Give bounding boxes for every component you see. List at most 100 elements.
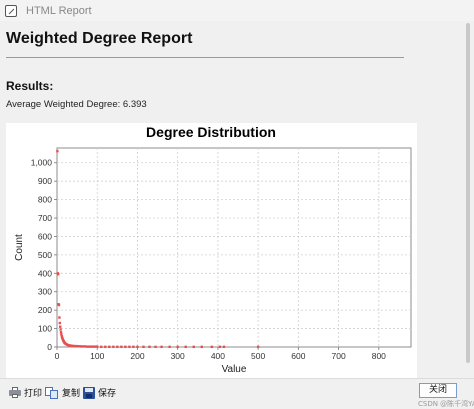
average-value: 6.393 xyxy=(122,99,147,110)
data-point xyxy=(67,344,71,347)
data-point xyxy=(87,345,91,348)
y-tick-label: 1,000 xyxy=(31,158,53,168)
y-tick-label: 500 xyxy=(38,250,52,260)
x-tick-label: 200 xyxy=(130,351,144,361)
data-point xyxy=(116,345,119,349)
data-point xyxy=(104,345,107,349)
chart-svg: Degree Distribution 0 100 200 300 400 500 600 7… xyxy=(14,124,412,375)
copy-button[interactable]: 复制 xyxy=(45,386,80,399)
plot-area xyxy=(56,147,412,348)
close-button[interactable]: 关闭 xyxy=(419,383,457,398)
data-point xyxy=(112,345,115,349)
data-point xyxy=(56,149,59,153)
data-point xyxy=(79,345,83,348)
y-tick-label: 400 xyxy=(38,268,52,278)
data-point xyxy=(59,328,62,331)
window-title: HTML Report xyxy=(26,4,92,17)
app-icon xyxy=(5,4,17,17)
data-point xyxy=(70,344,73,347)
data-point xyxy=(78,345,81,348)
data-point xyxy=(60,333,63,336)
x-axis-ticks: 0 100 200 300 400 500 600 700 800 xyxy=(55,347,386,361)
x-axis-label: Value xyxy=(222,364,247,375)
data-points xyxy=(56,149,260,349)
data-point xyxy=(200,345,204,349)
data-point xyxy=(85,345,89,348)
bottom-toolbar: 打印 复制 保存 关闭 CSDN @陈千湾YAN xyxy=(0,378,474,409)
data-point xyxy=(59,331,63,334)
data-point xyxy=(210,345,214,349)
report-content[interactable]: Weighted Degree Report Results: Average … xyxy=(0,21,474,378)
data-point xyxy=(58,321,62,325)
y-tick-label: 700 xyxy=(38,213,52,223)
y-axis-ticks: 0 100 200 300 400 500 600 700 800 900 1,000 xyxy=(31,158,57,352)
vertical-scrollbar[interactable] xyxy=(464,23,472,376)
data-point xyxy=(83,345,87,348)
x-tick-label: 400 xyxy=(211,351,225,361)
data-point xyxy=(128,345,131,349)
print-label: 打印 xyxy=(24,388,43,398)
title-divider xyxy=(6,57,404,58)
degree-distribution-chart: Degree Distribution 0 100 200 300 400 500 600 7… xyxy=(6,123,417,378)
watermark-text: CSDN @陈千湾YAN xyxy=(418,400,474,408)
data-point xyxy=(58,316,61,319)
copy-icon xyxy=(45,386,59,399)
print-button[interactable]: 打印 xyxy=(9,386,42,399)
data-point xyxy=(256,345,260,349)
data-point xyxy=(71,344,75,348)
grid-lines xyxy=(57,148,411,347)
data-point xyxy=(148,345,151,349)
data-point xyxy=(184,345,187,349)
data-point xyxy=(76,345,80,348)
x-tick-label: 600 xyxy=(291,351,305,361)
y-tick-label: 300 xyxy=(38,287,52,297)
data-point xyxy=(57,303,61,307)
y-tick-label: 900 xyxy=(38,176,52,186)
data-point xyxy=(160,345,163,349)
y-tick-label: 100 xyxy=(38,324,52,334)
average-label: Average Weighted Degree: xyxy=(6,99,121,110)
data-point xyxy=(81,345,85,348)
x-tick-label: 700 xyxy=(331,351,345,361)
y-tick-label: 600 xyxy=(38,231,52,241)
data-point xyxy=(136,345,139,349)
scrollbar-thumb[interactable] xyxy=(466,23,470,363)
data-point xyxy=(89,345,93,348)
data-point xyxy=(154,345,157,349)
average-weighted-degree: Average Weighted Degree: 6.393 xyxy=(6,99,147,110)
y-tick-label: 200 xyxy=(38,305,52,315)
data-point xyxy=(96,345,99,348)
x-tick-label: 800 xyxy=(372,351,386,361)
data-point xyxy=(59,325,62,328)
data-point xyxy=(57,273,60,276)
copy-label: 复制 xyxy=(62,388,81,398)
data-point xyxy=(192,345,195,349)
save-label: 保存 xyxy=(98,388,117,398)
data-point xyxy=(60,335,64,338)
y-tick-label: 800 xyxy=(38,195,52,205)
data-point xyxy=(142,345,145,349)
floppy-disk-icon xyxy=(83,386,95,399)
x-tick-label: 300 xyxy=(171,351,185,361)
data-point xyxy=(100,345,103,349)
save-button[interactable]: 保存 xyxy=(83,386,116,399)
y-tick-label: 0 xyxy=(47,342,52,352)
x-tick-label: 500 xyxy=(251,351,265,361)
data-point xyxy=(176,345,179,349)
data-point xyxy=(94,345,97,348)
data-point xyxy=(92,345,95,348)
data-point xyxy=(75,344,78,348)
results-label: Results: xyxy=(6,79,54,93)
data-point xyxy=(73,344,76,348)
data-point xyxy=(124,345,127,349)
data-point xyxy=(168,345,171,349)
y-axis-label: Count xyxy=(14,234,25,261)
title-bar: HTML Report xyxy=(0,0,474,21)
chart-title: Degree Distribution xyxy=(146,124,276,140)
data-point xyxy=(218,345,222,349)
data-point xyxy=(222,345,226,349)
data-point xyxy=(69,344,72,347)
x-tick-label: 100 xyxy=(90,351,104,361)
data-point xyxy=(132,345,135,349)
data-point xyxy=(108,345,111,349)
